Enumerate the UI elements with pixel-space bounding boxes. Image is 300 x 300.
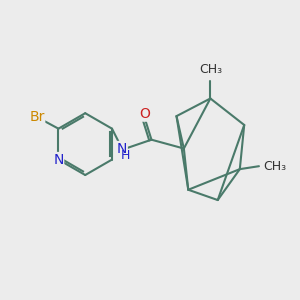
Text: N: N — [53, 153, 64, 166]
Text: CH₃: CH₃ — [199, 62, 222, 76]
Text: Br: Br — [29, 110, 45, 124]
Text: CH₃: CH₃ — [263, 160, 286, 173]
Text: H: H — [121, 148, 130, 161]
Text: O: O — [140, 107, 150, 121]
Text: N: N — [117, 142, 127, 155]
